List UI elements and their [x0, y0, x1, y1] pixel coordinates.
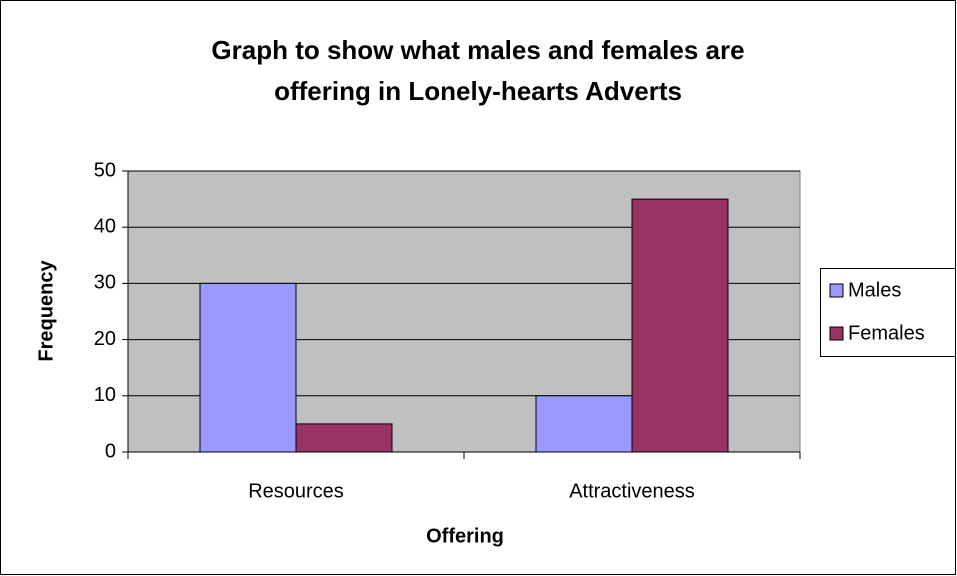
legend-swatch — [829, 326, 844, 341]
y-tick-label: 20 — [94, 328, 116, 350]
y-tick-label: 50 — [94, 159, 116, 181]
y-tick-label: 0 — [105, 440, 116, 462]
legend-label: Females — [848, 322, 925, 344]
legend-label: Males — [848, 279, 901, 301]
y-tick-label: 40 — [94, 215, 116, 237]
x-tick-label: Attractiveness — [569, 480, 695, 502]
y-tick-label: 30 — [94, 272, 116, 294]
y-axis-title: Frequency — [35, 260, 57, 362]
x-axis-title: Offering — [426, 525, 504, 547]
legend-box — [820, 268, 956, 357]
bar — [535, 395, 633, 453]
bar — [199, 282, 297, 453]
y-tick-label: 10 — [94, 384, 116, 406]
legend-swatch — [829, 283, 844, 298]
bar — [295, 423, 393, 453]
chart-title: offering in Lonely-hearts Adverts — [274, 76, 682, 106]
x-tick-label: Resources — [248, 480, 344, 502]
chart-title: Graph to show what males and females are — [211, 35, 744, 65]
bar — [631, 198, 729, 453]
